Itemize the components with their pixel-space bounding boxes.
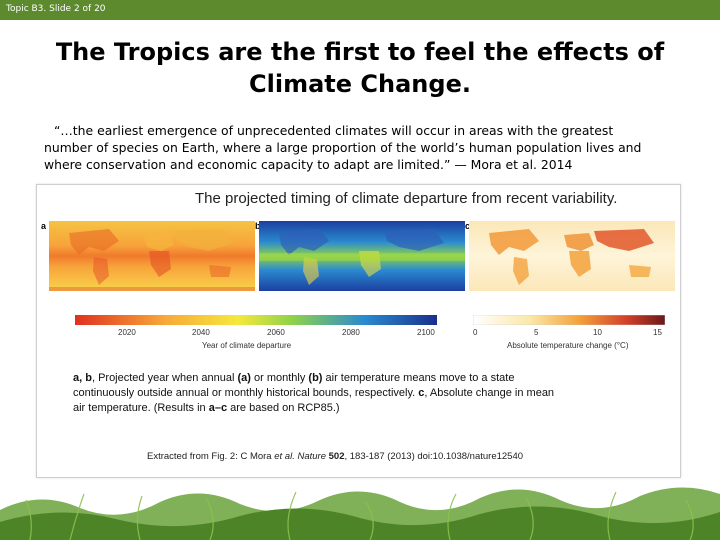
panel-label-a: a xyxy=(41,221,47,231)
year-tick-2040: 2040 xyxy=(192,328,210,337)
temp-tick-0: 0 xyxy=(473,328,478,337)
temp-tick-10: 10 xyxy=(593,328,602,337)
panel-label-c: c xyxy=(465,221,471,231)
header-bar: Topic B3. Slide 2 of 20 xyxy=(0,0,720,20)
slide-title-line-1: The Tropics are the first to feel the ef… xyxy=(55,38,665,66)
year-tick-2020: 2020 xyxy=(118,328,136,337)
temp-tick-15: 15 xyxy=(653,328,662,337)
year-tick-2060: 2060 xyxy=(267,328,285,337)
quote-block: “…the earliest emergence of unprecedente… xyxy=(44,122,684,173)
temp-tick-5: 5 xyxy=(534,328,539,337)
figure-credit: Extracted from Fig. 2: C Mora et al. Nat… xyxy=(147,451,524,462)
year-tick-2080: 2080 xyxy=(342,328,360,337)
figure-caption: a, b, Projected year when annual (a) or … xyxy=(73,372,555,414)
year-colorbar xyxy=(75,315,437,325)
quote-line-2: number of species on Earth, where a larg… xyxy=(44,140,642,155)
quote-line-1: “…the earliest emergence of unprecedente… xyxy=(54,123,614,138)
year-tick-2100: 2100 xyxy=(417,328,435,337)
slide-number-label: Topic B3. Slide 2 of 20 xyxy=(6,4,106,14)
temperature-colorbar-label: Absolute temperature change (°C) xyxy=(507,341,629,350)
map-panel-c xyxy=(469,221,675,291)
temperature-colorbar xyxy=(473,315,665,325)
grass-decoration xyxy=(0,480,720,540)
slide-title: The Tropics are the first to feel the ef… xyxy=(40,36,680,100)
map-panel-a xyxy=(49,221,255,291)
quote-line-3: where conservation and economic capacity… xyxy=(44,157,573,172)
map-panel-b xyxy=(259,221,465,291)
figure-image: The projected timing of climate departur… xyxy=(36,184,681,478)
slide-title-line-2: Climate Change. xyxy=(249,70,471,98)
year-colorbar-label: Year of climate departure xyxy=(202,341,292,350)
panel-label-b: b xyxy=(255,221,261,231)
figure-title: The projected timing of climate departur… xyxy=(195,190,618,207)
